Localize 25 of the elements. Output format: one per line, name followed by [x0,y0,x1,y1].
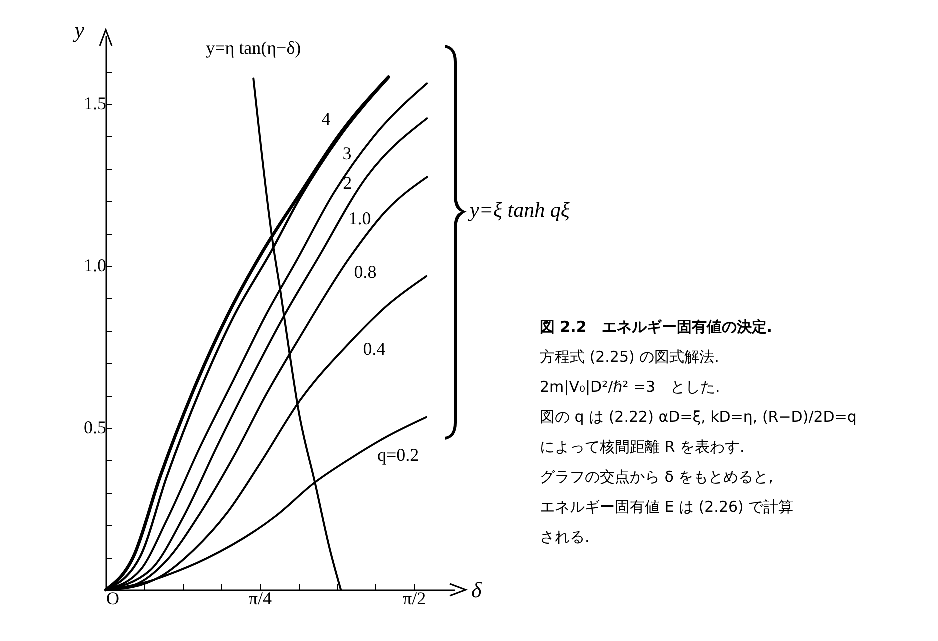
y-tick-label: 1.0 [84,256,106,276]
x-axis-title: δ [472,578,482,602]
caption: 図 2.2 エネルギー固有値の決定. [540,317,774,338]
series-label: 0.4 [363,339,386,360]
text: y=ξ tanh qξ [470,198,570,223]
text: される. [540,527,591,548]
x-tick-label: π/2 [402,588,426,608]
x-tick-label: π/4 [248,588,272,608]
series-label: 3 [342,143,352,164]
series-label: 1.0 [348,208,372,229]
y-axis-title: y [72,18,85,42]
text: 2m|V₀|D²/ℏ² =3 とした. [540,377,722,398]
x-tick-label: O [106,588,120,608]
text: エネルギー固有値 E は (2.26) で計算 [540,497,795,518]
series-label: 2 [343,172,352,193]
text: によって核間距離 R を表わす. [540,437,746,458]
y-tick-label: 0.5 [84,418,106,438]
y-tick-label: 1.5 [84,94,106,114]
series-label: 4 [322,108,331,129]
text: 図の q は (2.22) αD=ξ, kD=η, (R−D)/2D=q [540,407,858,428]
series-label: q=0.2 [378,445,420,466]
series-label: y=η tan(η−δ) [206,38,302,58]
text: グラフの交点から δ をもとめると, [540,467,774,488]
text: 方程式 (2.25) の図式解法. [540,347,720,368]
series-label: 0.8 [354,262,377,282]
